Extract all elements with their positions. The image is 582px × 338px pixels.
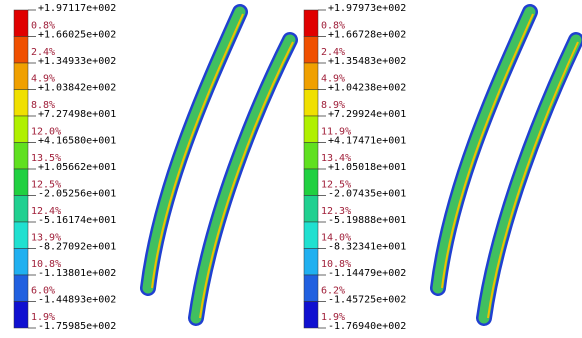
legend-band bbox=[304, 116, 318, 143]
legend-band bbox=[304, 37, 318, 64]
legend-level: +4.17471e+001 bbox=[328, 136, 406, 147]
legend-band bbox=[14, 90, 28, 117]
legend-band bbox=[304, 249, 318, 276]
legend-level: +1.34933e+002 bbox=[38, 56, 116, 67]
legend-band bbox=[14, 302, 28, 329]
legend-band bbox=[14, 116, 28, 143]
legend-level: -2.07435e+001 bbox=[328, 189, 406, 200]
legend-band bbox=[304, 10, 318, 37]
screenshot: 0.8%2.4%4.9%8.8%12.0%13.5%12.5%12.4%13.9… bbox=[0, 0, 582, 338]
legend-band bbox=[14, 275, 28, 302]
legend-band bbox=[304, 222, 318, 249]
legend-level: -1.75985e+002 bbox=[38, 321, 116, 332]
legend-band bbox=[304, 275, 318, 302]
tubes-right bbox=[438, 12, 578, 318]
legend-level: -8.27092e+001 bbox=[38, 242, 116, 253]
legend-band bbox=[14, 10, 28, 37]
legend-level: -1.76940e+002 bbox=[328, 321, 406, 332]
legend-level: +1.66728e+002 bbox=[328, 30, 406, 41]
legend-level: +1.66025e+002 bbox=[38, 30, 116, 41]
legend-band bbox=[304, 63, 318, 90]
legend-band bbox=[304, 143, 318, 170]
legend-level: +1.05662e+001 bbox=[38, 162, 116, 173]
legend-level: -2.05256e+001 bbox=[38, 189, 116, 200]
legend-band bbox=[14, 143, 28, 170]
legend-level: -5.16174e+001 bbox=[38, 215, 116, 226]
legend-band bbox=[14, 196, 28, 223]
legend-level: +1.97973e+002 bbox=[328, 3, 406, 14]
legend-level: +1.05018e+001 bbox=[328, 162, 406, 173]
legend-level: -1.44893e+002 bbox=[38, 295, 116, 306]
legend-band bbox=[14, 169, 28, 196]
legend-band bbox=[304, 169, 318, 196]
legend-level: +7.27498e+001 bbox=[38, 109, 116, 120]
legend-band bbox=[14, 37, 28, 64]
legend-band bbox=[14, 222, 28, 249]
legend-level: +1.04238e+002 bbox=[328, 83, 406, 94]
legend-band bbox=[14, 249, 28, 276]
legend-band bbox=[304, 302, 318, 329]
legend-level: -1.14479e+002 bbox=[328, 268, 406, 279]
legend-level: -5.19888e+001 bbox=[328, 215, 406, 226]
legend-level: +1.97117e+002 bbox=[38, 3, 116, 14]
legend-level: +4.16580e+001 bbox=[38, 136, 116, 147]
legend-level: +1.03842e+002 bbox=[38, 83, 116, 94]
legend-level: -8.32341e+001 bbox=[328, 242, 406, 253]
legend-band bbox=[304, 90, 318, 117]
legend-band bbox=[14, 63, 28, 90]
legend-level: -1.13801e+002 bbox=[38, 268, 116, 279]
legend-level: -1.45725e+002 bbox=[328, 295, 406, 306]
legend-level: +7.29924e+001 bbox=[328, 109, 406, 120]
tubes-left bbox=[148, 12, 293, 318]
legend-level: +1.35483e+002 bbox=[328, 56, 406, 67]
legend-band bbox=[304, 196, 318, 223]
